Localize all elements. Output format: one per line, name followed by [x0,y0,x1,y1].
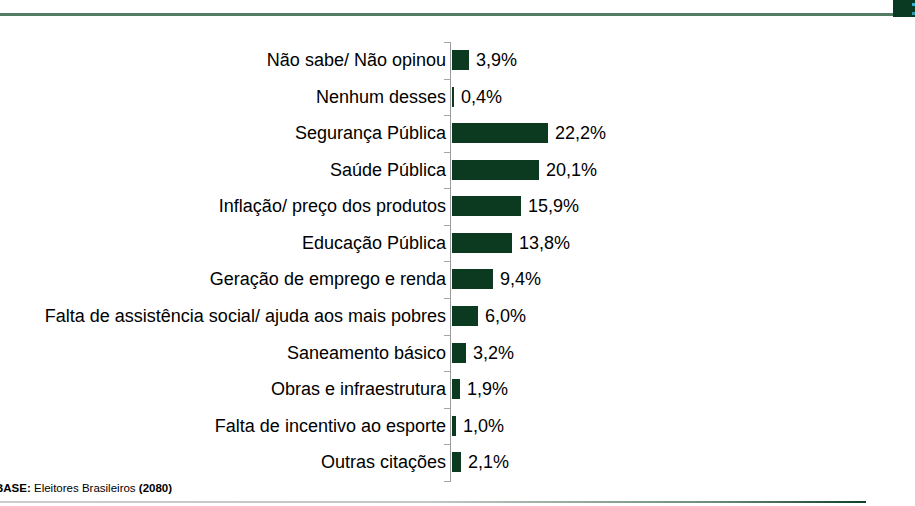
bar-row: Geração de emprego e renda 9,4% [0,261,915,298]
bar [452,416,456,436]
bar [452,160,539,180]
category-label: Outras citações [0,444,446,481]
base-note-label: BASE: [0,482,31,494]
value-label: 3,2% [473,335,514,372]
footer-rule [0,501,866,503]
bar-row: Saneamento básico 3,2% [0,335,915,372]
value-label: 1,9% [467,371,508,408]
bar [452,379,460,399]
category-label: Inflação/ preço dos produtos [0,188,446,225]
bar-row: Outras citações 2,1% [0,444,915,481]
category-label: Falta de incentivo ao esporte [0,408,446,445]
bar-row: Falta de incentivo ao esporte 1,0% [0,408,915,445]
bar-row: Saúde Pública 20,1% [0,152,915,189]
bar-row: Obras e infraestrutura 1,9% [0,371,915,408]
value-label: 2,1% [468,444,509,481]
bar-row: Segurança Pública 22,2% [0,115,915,152]
category-label: Saneamento básico [0,335,446,372]
category-label: Geração de emprego e renda [0,261,446,298]
bar [452,87,454,107]
category-label: Não sabe/ Não opinou [0,42,446,79]
bar [452,343,466,363]
base-note-text: Eleitores Brasileiros [34,482,136,494]
bar-row: Não sabe/ Não opinou 3,9% [0,42,915,79]
value-label: 3,9% [476,42,517,79]
category-label: Obras e infraestrutura [0,371,446,408]
bar-row: Nenhum desses 0,4% [0,79,915,116]
bar [452,233,512,253]
category-label: Falta de assistência social/ ajuda aos m… [0,298,446,335]
value-label: 22,2% [555,115,606,152]
bar [452,50,469,70]
bar-row: Inflação/ preço dos produtos 15,9% [0,188,915,225]
bar [452,452,461,472]
category-label: Segurança Pública [0,115,446,152]
value-label: 0,4% [461,79,502,116]
category-label: Nenhum desses [0,79,446,116]
base-note-count: (2080) [139,482,172,494]
value-label: 1,0% [463,408,504,445]
bar-row: Falta de assistência social/ ajuda aos m… [0,298,915,335]
bar [452,269,493,289]
value-label: 15,9% [528,188,579,225]
bar [452,196,521,216]
bar [452,306,478,326]
category-label: Educação Pública [0,225,446,262]
value-label: 20,1% [546,152,597,189]
bar-row: Educação Pública 13,8% [0,225,915,262]
category-label: Saúde Pública [0,152,446,189]
value-label: 9,4% [500,261,541,298]
axis-tick [444,481,451,482]
bar [452,123,548,143]
value-label: 13,8% [519,225,570,262]
bar-chart: Não sabe/ Não opinou 3,9% Nenhum desses 0,4… [0,0,915,506]
value-label: 6,0% [485,298,526,335]
base-note: BASE: Eleitores Brasileiros (2080) [0,482,172,494]
